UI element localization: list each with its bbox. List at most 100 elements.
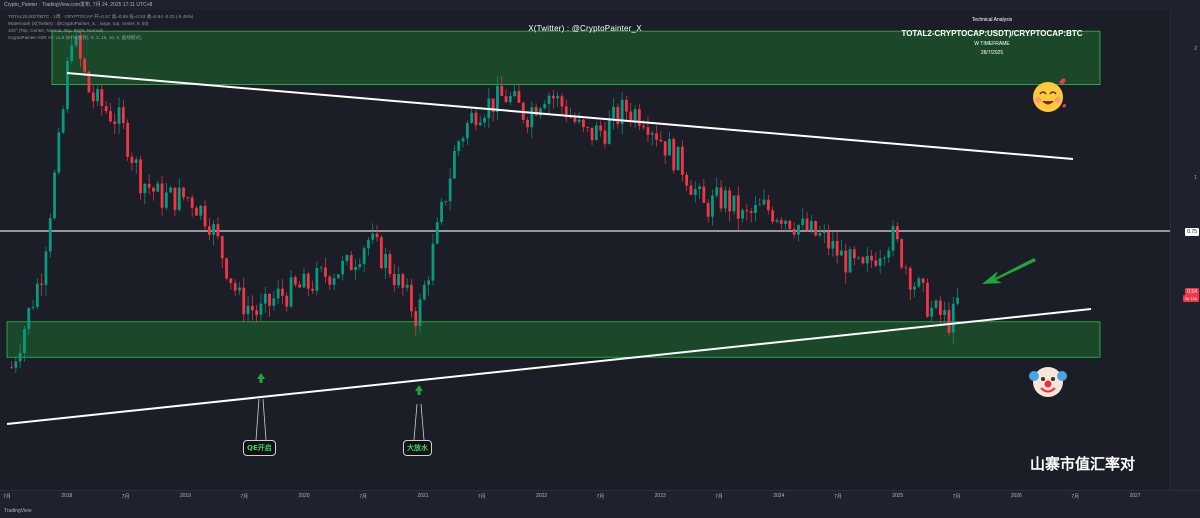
candle-body <box>379 237 383 269</box>
candle-body <box>478 122 482 126</box>
candle-body <box>947 310 951 333</box>
candle-body <box>91 92 95 102</box>
candle-body <box>878 258 882 266</box>
candle-body <box>779 220 783 224</box>
tradingview-logo[interactable]: TradingView <box>4 508 32 514</box>
candle-body <box>840 250 843 256</box>
candle-body <box>173 187 177 211</box>
candle-body <box>328 276 332 285</box>
candle-body <box>809 221 813 231</box>
candle-body <box>857 257 861 259</box>
price-axis[interactable] <box>1170 10 1200 490</box>
smiling-face-icon <box>1033 82 1063 112</box>
x-tick-label: 2025 <box>892 493 904 499</box>
candle-body <box>663 141 667 156</box>
candle-body <box>186 197 190 199</box>
candle-body <box>539 108 542 116</box>
candle-body <box>70 45 74 62</box>
candle-body <box>543 103 547 109</box>
candle-body <box>53 172 56 219</box>
candle-body <box>612 106 615 119</box>
legend-indicator-watermark[interactable]: Watermark (X(Twitter) : @CryptoPainter_X… <box>8 21 149 26</box>
candle-body <box>392 273 396 286</box>
candle-body <box>427 280 431 285</box>
candle-body <box>272 298 276 306</box>
candle-body <box>594 125 598 141</box>
candle-body <box>762 199 766 205</box>
candle-body <box>57 132 61 173</box>
x-tick-label: 2027 <box>1129 493 1141 499</box>
clown-mouth <box>1040 387 1056 393</box>
candle-body <box>835 240 839 256</box>
candle-body <box>375 233 379 238</box>
candle-body <box>14 361 18 368</box>
candle-body <box>160 183 164 208</box>
candle-body <box>556 96 560 99</box>
candle-body <box>852 249 856 258</box>
candle-body <box>195 207 198 216</box>
candle-body <box>508 96 512 103</box>
candle-body <box>706 202 710 217</box>
candle-body <box>766 199 770 211</box>
legend-symbol-line[interactable]: TOTAL2/USDT/BTC · 1周 · CRYPTOCAP 开=0.57 … <box>8 14 194 19</box>
candle-body <box>551 95 555 99</box>
candle-body <box>736 195 740 219</box>
candle-body <box>895 226 899 240</box>
chart-area[interactable] <box>0 10 1170 490</box>
candle-body <box>336 274 340 279</box>
candle-body <box>831 240 835 249</box>
candle-body <box>908 268 912 290</box>
qe-up-arrow-icon <box>257 373 265 383</box>
candle-body <box>212 224 216 235</box>
x-tick-label: 7月 <box>952 494 961 500</box>
candle-body <box>453 150 456 179</box>
legend-indicator-asr[interactable]: CryptoPainter ASR VC v1.5 (BTC(保持), 5, 2… <box>8 35 142 40</box>
candle-body <box>620 99 624 125</box>
candle-body <box>27 308 31 330</box>
candle-body <box>74 36 78 46</box>
smile-right-eye <box>1049 91 1057 95</box>
x-tick-label: 2020 <box>298 493 310 499</box>
tradingview-footer: TradingView <box>0 504 1200 518</box>
legend-indicator-text[interactable]: 100° (Top, Center, Normal, Top, Right, N… <box>8 28 104 33</box>
publish-info: Crypto_PainterㆍTradingView.com发布, 7月 24,… <box>0 0 1200 10</box>
x-tick-label: 2023 <box>654 493 666 499</box>
candle-body <box>749 211 753 213</box>
smile-right-cheek <box>1055 97 1061 103</box>
candle-body <box>547 95 551 104</box>
candle-body <box>680 146 684 175</box>
candle-body <box>702 186 706 203</box>
candle-body <box>255 310 259 315</box>
candle-body <box>66 61 69 110</box>
candle-body <box>362 248 366 265</box>
candle-body <box>715 187 719 196</box>
candle-body <box>109 111 112 122</box>
candle-body <box>139 159 142 194</box>
candle-body <box>728 190 732 212</box>
level-price-tag: 0.75 <box>1185 228 1199 236</box>
qe-callout-pointer <box>255 398 267 441</box>
candle-body <box>461 138 465 142</box>
time-axis[interactable] <box>0 490 1200 505</box>
candle-body <box>31 307 35 309</box>
clown-hair-left <box>1029 371 1039 381</box>
candle-body <box>848 249 852 273</box>
candle-body <box>633 109 637 121</box>
candle-body <box>319 267 323 269</box>
smile-left-cheek <box>1035 97 1041 103</box>
candle-body <box>358 264 362 268</box>
candle-body <box>324 267 327 277</box>
smile-left-eye <box>1039 91 1047 95</box>
candle-body <box>405 284 409 288</box>
candle-body <box>190 197 194 208</box>
candle-body <box>431 243 435 281</box>
candle-body <box>951 303 955 333</box>
candle-body <box>147 183 151 188</box>
candle-body <box>883 257 886 259</box>
candle-body <box>711 195 714 217</box>
candle-body <box>732 195 736 212</box>
candle-body <box>130 156 134 163</box>
x-tick-label: 2026 <box>1010 493 1022 499</box>
candle-body <box>401 274 405 288</box>
